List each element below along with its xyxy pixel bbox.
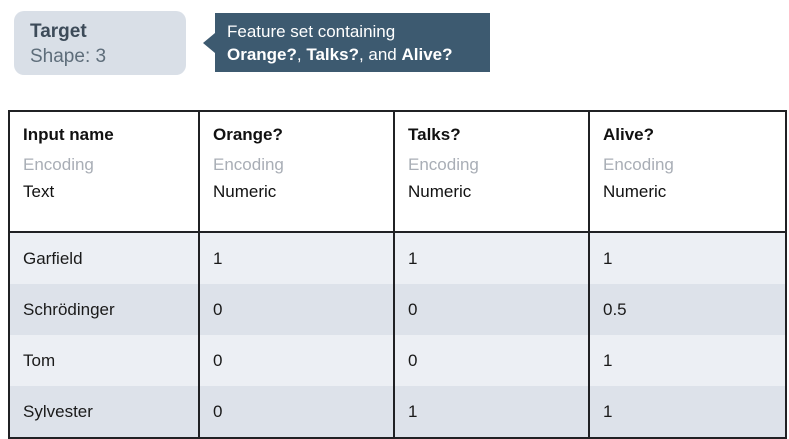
tooltip-feature-talks: Talks? [306, 45, 359, 64]
value-cell: 0 [393, 335, 589, 386]
column-title: Orange? [213, 125, 283, 144]
value-cell: 1 [588, 232, 786, 284]
table-row-garfield: Garfield 1 1 1 [9, 232, 786, 284]
encoding-type: Text [23, 182, 55, 201]
encoding-label: Encoding [23, 155, 94, 174]
column-header-orange: Orange? Encoding Numeric [198, 111, 394, 233]
row-name-cell: Garfield [23, 248, 83, 268]
value-cell: 1 [588, 386, 786, 438]
column-title: Input name [23, 125, 114, 144]
column-header-alive: Alive? Encoding Numeric [588, 111, 786, 233]
tooltip-feature-alive: Alive? [401, 45, 453, 64]
column-header-talks: Talks? Encoding Numeric [393, 111, 589, 233]
value-cell: 1 [588, 335, 786, 386]
value-cell: 1 [198, 232, 394, 284]
encoding-type: Numeric [603, 182, 667, 201]
row-name-cell: Sylvester [23, 401, 93, 421]
encoding-label: Encoding [213, 155, 284, 174]
tooltip-separator: , and [358, 45, 402, 64]
encoding-type: Numeric [408, 182, 472, 201]
column-title: Talks? [408, 125, 461, 144]
value-cell: 1 [393, 386, 589, 438]
column-title: Alive? [603, 125, 655, 144]
tooltip-feature-orange: Orange? [227, 45, 297, 64]
encoding-label: Encoding [603, 155, 674, 174]
value-cell: 0 [198, 284, 394, 335]
column-header-input-name: Input name Encoding Text [9, 111, 199, 233]
target-badge-shape: Shape: 3 [30, 46, 107, 67]
value-cell: 0 [393, 284, 589, 335]
row-name-cell: Schrödinger [23, 299, 115, 319]
feature-set-tooltip: Feature set containing Orange?, Talks?, … [203, 13, 490, 72]
value-cell: 0 [198, 335, 394, 386]
tooltip-line-2: Orange?, Talks?, and Alive? [227, 43, 478, 66]
value-cell: 0 [198, 386, 394, 438]
table-row-sylvester: Sylvester 0 1 1 [9, 386, 786, 438]
target-badge-title: Target [30, 21, 87, 42]
table-row-tom: Tom 0 0 1 [9, 335, 786, 386]
table-header-row: Input name Encoding Text Orange? Encodin… [9, 111, 786, 233]
tooltip-line-1: Feature set containing [227, 22, 396, 41]
value-cell: 1 [393, 232, 589, 284]
table-row-schrodinger: Schrödinger 0 0 0.5 [9, 284, 786, 335]
tooltip-separator: , [296, 45, 307, 64]
row-name-cell: Tom [23, 350, 56, 370]
feature-encoding-table: Input name Encoding Text Orange? Encodin… [8, 110, 787, 439]
tooltip-left-arrow-icon [203, 33, 215, 53]
encoding-label: Encoding [408, 155, 479, 174]
value-cell: 0.5 [588, 284, 786, 335]
encoding-type: Numeric [213, 182, 277, 201]
target-badge[interactable]: Target Shape: 3 [14, 11, 186, 75]
